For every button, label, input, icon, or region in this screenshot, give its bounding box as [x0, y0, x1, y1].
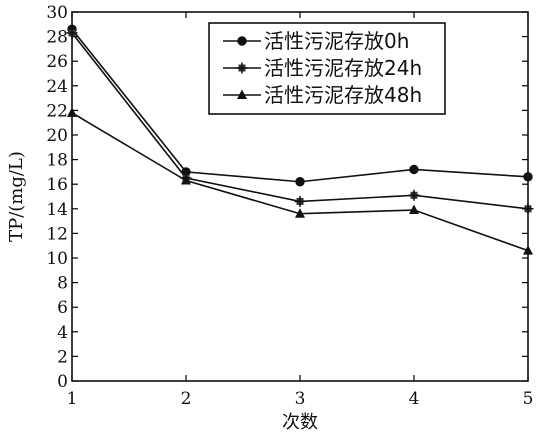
y-axis-title: TP/(mg/L) — [6, 151, 27, 242]
y-tick-label: 20 — [46, 126, 68, 146]
series-1 — [66, 27, 534, 215]
y-tick-label: 6 — [57, 298, 68, 318]
y-tick-label: 12 — [46, 224, 68, 244]
legend-marker — [236, 62, 248, 74]
x-tick-label: 2 — [181, 389, 192, 409]
data-point — [522, 203, 534, 215]
series-2 — [67, 107, 533, 255]
data-point — [523, 245, 533, 255]
legend-entry: 活性污泥存放0h — [223, 29, 409, 53]
legend-marker — [237, 36, 247, 46]
y-tick-label: 8 — [57, 274, 68, 294]
data-point — [181, 175, 191, 185]
y-tick-label: 28 — [46, 28, 68, 48]
legend-entry: 活性污泥存放48h — [223, 83, 422, 107]
legend-label: 活性污泥存放0h — [264, 29, 409, 53]
y-tick-label: 30 — [46, 3, 68, 23]
legend-label: 活性污泥存放24h — [264, 56, 422, 80]
data-point — [295, 177, 305, 187]
data-point — [409, 204, 419, 215]
y-tick-label: 0 — [57, 372, 68, 392]
data-point — [294, 195, 306, 207]
y-tick-label: 4 — [57, 323, 68, 343]
data-point — [409, 164, 419, 175]
legend-label: 活性污泥存放48h — [264, 83, 422, 107]
x-tick-label: 1 — [67, 389, 78, 409]
x-axis: 1 2 3 4 5 — [67, 12, 534, 409]
data-point — [408, 189, 420, 201]
x-tick-label: 5 — [523, 389, 534, 409]
x-tick-label: 3 — [295, 389, 306, 409]
legend-marker — [237, 89, 247, 99]
y-tick-label: 26 — [46, 52, 68, 72]
series-layer — [66, 24, 534, 255]
data-point — [67, 107, 77, 117]
data-point — [66, 27, 78, 39]
data-point — [295, 208, 305, 218]
y-tick-label: 2 — [57, 347, 68, 367]
x-axis-title: 次数 — [282, 412, 318, 433]
y-tick-label: 18 — [46, 151, 68, 171]
data-point — [523, 172, 533, 182]
legend-entry: 活性污泥存放24h — [223, 56, 422, 80]
y-tick-label: 10 — [46, 249, 68, 269]
legend: 活性污泥存放0h 活性污泥存放24h 活性污泥存放48h — [208, 22, 446, 115]
y-tick-label: 22 — [46, 101, 68, 121]
y-tick-label: 14 — [46, 200, 68, 220]
y-tick-label: 24 — [46, 77, 68, 97]
x-tick-label: 4 — [409, 389, 420, 409]
y-tick-label: 16 — [46, 175, 68, 195]
series-0 — [67, 24, 533, 187]
